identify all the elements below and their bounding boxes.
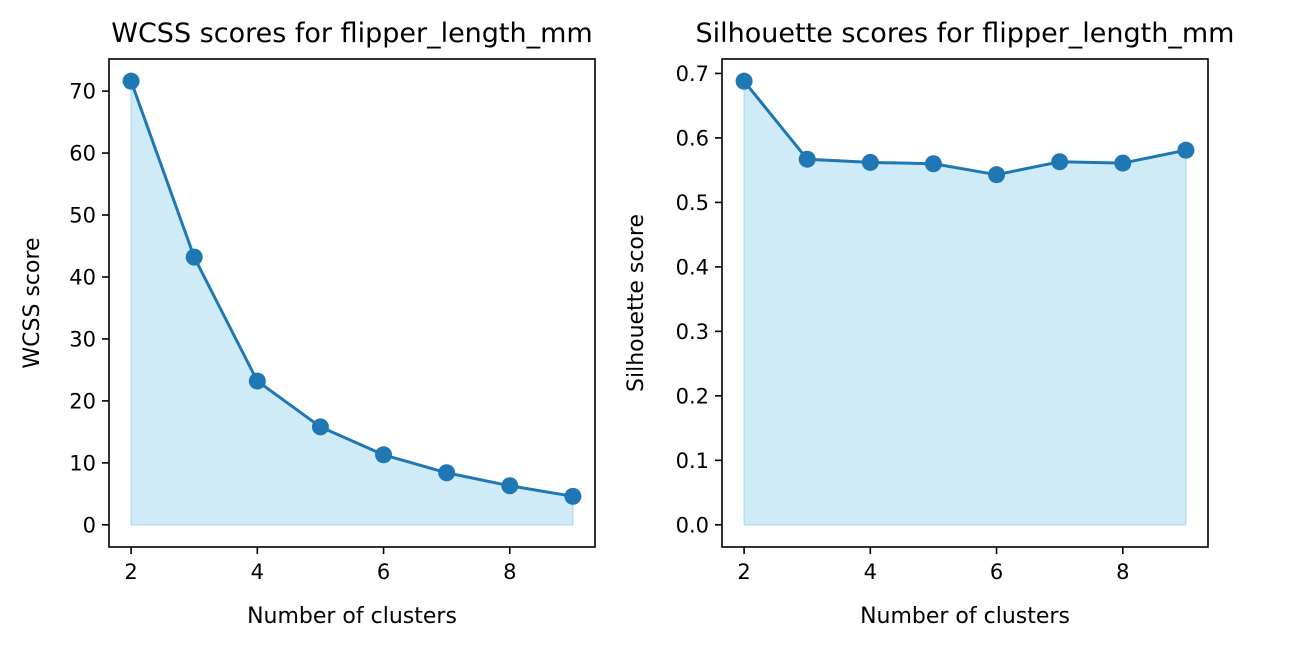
- wcss-x-tick-label: 8: [503, 560, 516, 584]
- wcss-y-tick-label: 0: [83, 513, 96, 537]
- silhouette-plot-marks: [735, 72, 1195, 526]
- wcss-data-point-4: [248, 372, 266, 390]
- silhouette-y-axis-label: Silhouette score: [624, 214, 649, 392]
- wcss-panel: 2 4 6 8 0 10 20 30 40 50 60 70 WCSS scores for fli…: [20, 18, 596, 629]
- silhouette-y-tick-label: 0.5: [676, 191, 709, 215]
- silhouette-data-point-3: [798, 150, 816, 168]
- silhouette-data-point-9: [1177, 141, 1195, 159]
- silhouette-chart-title: Silhouette scores for flipper_length_mm: [696, 18, 1235, 49]
- silhouette-y-tick-label: 0.6: [676, 126, 709, 150]
- wcss-y-tick-label: 60: [69, 142, 96, 166]
- wcss-data-point-8: [501, 477, 519, 495]
- wcss-plot-marks: [122, 72, 582, 526]
- silhouette-y-tick-label: 0.2: [676, 384, 709, 408]
- silhouette-series-line: [742, 80, 1187, 177]
- wcss-data-point-9: [564, 487, 582, 505]
- silhouette-x-tick-label: 4: [864, 560, 877, 584]
- wcss-y-tick-label: 40: [69, 265, 96, 289]
- silhouette-x-tick-label: 8: [1116, 560, 1129, 584]
- wcss-y-tick-label: 70: [69, 80, 96, 104]
- silhouette-x-axis-label: Number of clusters: [860, 604, 1070, 629]
- silhouette-x-tick-label: 2: [737, 560, 750, 584]
- silhouette-y-tick-label: 0.7: [676, 62, 709, 86]
- silhouette-area-fill: [743, 79, 1187, 526]
- wcss-data-point-7: [438, 464, 456, 482]
- silhouette-y-tick-label: 0.1: [676, 449, 709, 473]
- wcss-data-point-6: [375, 446, 393, 464]
- wcss-data-point-5: [311, 418, 329, 436]
- silhouette-data-point-7: [1051, 153, 1069, 171]
- silhouette-data-point-8: [1114, 154, 1132, 172]
- silhouette-y-tick-label: 0.3: [676, 320, 709, 344]
- silhouette-x-ticks: 2 4 6 8: [737, 547, 1129, 584]
- wcss-y-tick-label: 20: [69, 389, 96, 413]
- wcss-chart-title: WCSS scores for flipper_length_mm: [111, 18, 592, 49]
- wcss-x-tick-label: 6: [377, 560, 390, 584]
- wcss-data-point-2: [122, 72, 140, 90]
- silhouette-data-point-4: [861, 153, 879, 171]
- silhouette-data-point-2: [735, 72, 753, 90]
- silhouette-y-tick-label: 0.0: [676, 513, 709, 537]
- wcss-data-point-3: [185, 248, 203, 266]
- wcss-y-ticks: 0 10 20 30 40 50 60 70: [69, 80, 109, 537]
- wcss-x-tick-label: 4: [251, 560, 264, 584]
- wcss-axes-frame: [108, 58, 596, 548]
- silhouette-panel: 2 4 6 8 0.0 0.1 0.2 0.3 0.4 0.5 0.6 0.7 Silhouette…: [624, 18, 1234, 629]
- wcss-y-tick-label: 30: [69, 327, 96, 351]
- wcss-x-axis-label: Number of clusters: [247, 604, 457, 629]
- wcss-x-ticks: 2 4 6 8: [124, 547, 516, 584]
- wcss-y-tick-label: 10: [69, 451, 96, 475]
- silhouette-x-tick-label: 6: [990, 560, 1003, 584]
- silhouette-y-tick-label: 0.4: [676, 255, 709, 279]
- wcss-area-fill: [130, 80, 574, 526]
- wcss-y-axis-label: WCSS score: [20, 237, 45, 368]
- wcss-y-tick-label: 50: [69, 204, 96, 228]
- silhouette-data-point-5: [924, 155, 942, 173]
- wcss-x-tick-label: 2: [124, 560, 137, 584]
- silhouette-axes-frame: [721, 58, 1209, 548]
- silhouette-data-point-6: [988, 166, 1006, 184]
- silhouette-y-ticks: 0.0 0.1 0.2 0.3 0.4 0.5 0.6 0.7: [676, 62, 722, 537]
- wcss-series-line: [129, 80, 574, 498]
